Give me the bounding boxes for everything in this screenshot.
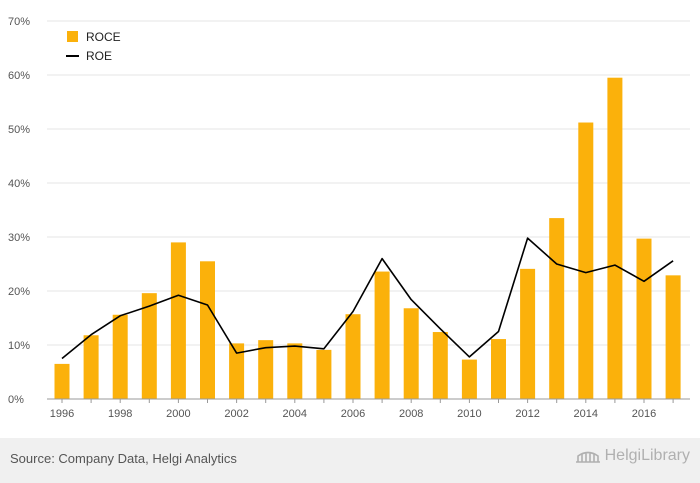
y-tick-label: 20% [8, 286, 30, 298]
y-tick-label: 40% [8, 178, 30, 190]
legend-roce-swatch [67, 31, 78, 42]
roce-bar [345, 314, 361, 399]
legend-roce-label: ROCE [86, 30, 121, 44]
x-tick-label: 2008 [399, 408, 423, 420]
y-tick-label: 30% [8, 232, 30, 244]
roce-bar [636, 238, 652, 399]
roce-bar [549, 218, 565, 399]
roce-bar [316, 349, 332, 399]
roce-bars [54, 77, 681, 400]
x-tick-label: 2012 [515, 408, 539, 420]
roce-bar [287, 343, 303, 399]
roce-bar [54, 363, 70, 399]
roce-bar [258, 340, 274, 399]
logo-text: HelgiLibrary [604, 447, 690, 464]
y-tick-label: 0% [8, 394, 24, 406]
roce-bar [461, 359, 477, 399]
roce-bar [665, 275, 681, 399]
roce-bar [403, 308, 419, 399]
x-tick-label: 1996 [50, 408, 74, 420]
roce-bar [520, 268, 536, 399]
x-tick-label: 2004 [283, 408, 307, 420]
x-tick-label: 2010 [457, 408, 481, 420]
axes: 0% 10% 20% 30% 40% 50% 60% 70% 1996 1998 2000 2002 2… [8, 16, 690, 420]
roce-bar [432, 332, 448, 399]
y-tick-label: 10% [8, 340, 30, 352]
x-tick-label: 2014 [574, 408, 598, 420]
legend: ROCE ROE [66, 30, 121, 63]
x-tick-label: 2006 [341, 408, 365, 420]
grid-lines [47, 20, 690, 346]
x-tick-label: 2016 [632, 408, 656, 420]
roce-bar [112, 314, 128, 399]
roce-bar [229, 343, 245, 399]
roe-line [61, 237, 674, 360]
y-tick-label: 50% [8, 124, 30, 136]
legend-roe-label: ROE [86, 49, 112, 63]
helgi-library-logo: HelgiLibrary [575, 447, 690, 465]
roce-bar [170, 242, 186, 399]
y-tick-label: 70% [8, 16, 30, 28]
roce-bar [83, 335, 99, 399]
roce-bar [607, 77, 623, 399]
x-tick-label: 1998 [108, 408, 132, 420]
source-text: Source: Company Data, Helgi Analytics [10, 451, 237, 466]
roe-line-layer [61, 237, 674, 360]
roce-bar [578, 122, 594, 400]
roce-bar [491, 339, 506, 399]
x-tick-label: 2002 [224, 408, 248, 420]
footer-band [0, 438, 700, 483]
roce-bar [141, 293, 157, 399]
helgi-library-bridge-icon [575, 451, 600, 463]
x-tick-label: 2000 [166, 408, 190, 420]
roce-bar [374, 271, 390, 399]
roce-bar [200, 261, 215, 399]
y-tick-label: 60% [8, 70, 30, 82]
chart: 0% 10% 20% 30% 40% 50% 60% 70% 1996 1998 2000 2002 2… [8, 16, 690, 420]
